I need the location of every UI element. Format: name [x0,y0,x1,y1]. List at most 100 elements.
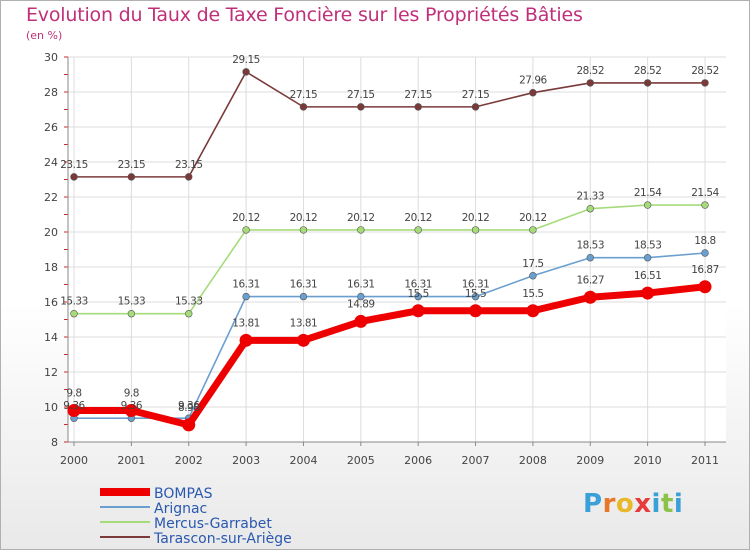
y-tick-label: 12 [44,366,58,379]
y-tick-label: 20 [44,226,58,239]
data-point [357,292,365,301]
data-point [357,226,365,234]
data-label: 16.87 [691,264,719,276]
data-label: 16.31 [462,279,490,291]
legend-label: Tarascon-sur-Ariège [153,531,292,547]
data-label: 27.15 [404,89,432,101]
data-label: 15.33 [118,296,146,308]
data-point [471,103,480,111]
x-tick-label: 2001 [117,454,145,467]
logo-letter: P [583,489,603,519]
data-label: 23.15 [60,159,88,171]
data-label: 15.33 [175,296,203,308]
logo-letter: i [651,489,661,519]
data-point [354,314,368,328]
x-tick-label: 2003 [232,454,260,467]
x-tick-label: 2008 [519,454,547,467]
y-tick-label: 30 [44,51,58,64]
data-point [242,68,250,76]
logo-letter: t [660,489,674,519]
data-label: 16.31 [290,279,318,291]
y-tick-label: 8 [51,436,58,449]
data-label: 20.12 [347,212,375,224]
data-label: 28.52 [634,65,662,77]
x-tick-label: 2000 [60,454,88,467]
data-point [586,205,594,213]
data-label: 9.36 [121,400,143,412]
y-tick-label: 18 [44,261,58,274]
data-point [643,79,652,87]
y-tick-label: 28 [44,86,58,99]
data-point [643,201,652,209]
data-label: 27.15 [347,89,375,101]
data-label: 28.52 [576,65,604,77]
data-point [414,103,422,111]
data-label: 13.81 [232,317,260,329]
data-label: 28.52 [691,65,719,77]
data-label: 15.5 [407,288,428,300]
chart-subtitle: (en %) [26,29,63,42]
data-label: 20.12 [232,212,260,224]
data-label: 21.33 [576,191,604,203]
data-point [70,310,78,318]
data-label: 20.12 [462,212,490,224]
data-label: 14.89 [347,298,375,310]
data-point [414,292,422,301]
logo-letter: o [615,489,635,519]
x-tick-label: 2009 [576,454,604,467]
data-point [411,304,425,318]
series-line-bompas [74,283,706,429]
x-tick-label: 2004 [289,454,317,467]
data-point [414,226,422,234]
data-point [127,173,136,181]
logo-letter: i [673,489,684,519]
legend-label: Arignac [154,501,207,517]
data-point [583,290,597,304]
data-label: 20.12 [404,212,432,224]
data-label: 18.53 [576,240,604,252]
y-tick-label: 22 [44,191,58,204]
proxiti-logo: Proxiti [583,489,683,519]
data-label: 9.8 [66,388,81,400]
series-line-tarascon-sur-ari-ge [74,71,705,178]
logo-letter: r [602,489,616,519]
data-label: 16.27 [576,274,604,286]
data-point [471,226,480,234]
data-label: 17.5 [522,258,543,270]
data-label: 21.54 [691,187,719,199]
data-label: 29.15 [232,54,260,66]
series-line-arignac [74,252,706,420]
x-tick-label: 2010 [634,454,662,467]
data-label: 16.31 [404,279,432,291]
data-point [529,272,537,280]
y-tick-label: 26 [44,121,58,134]
data-label: 15.5 [522,288,543,300]
y-tick-label: 24 [44,156,58,169]
data-point [469,304,483,318]
data-label: 20.12 [290,212,318,224]
logo-letter: x [634,489,652,519]
data-label: 27.15 [462,89,490,101]
data-label: 13.81 [290,317,318,329]
plot-area [68,57,726,442]
data-label: 9.8 [124,388,139,400]
data-label: 16.31 [347,279,375,291]
data-point [526,304,540,318]
y-tick-label: 10 [44,401,58,414]
data-point [185,173,193,181]
data-point [182,418,196,432]
data-point [296,333,310,347]
data-point [242,226,250,234]
data-label: 27.15 [290,89,318,101]
data-point [67,404,81,417]
series-line-mercus-garrabet [74,204,705,315]
x-tick-label: 2011 [691,454,719,467]
data-label: 9.36 [63,400,85,412]
data-label: 20.12 [519,212,547,224]
data-point [701,201,709,209]
data-point [242,292,250,301]
chart-title: Evolution du Taux de Taxe Foncière sur l… [26,4,583,26]
data-point [698,280,712,294]
x-tick-label: 2006 [404,454,432,467]
